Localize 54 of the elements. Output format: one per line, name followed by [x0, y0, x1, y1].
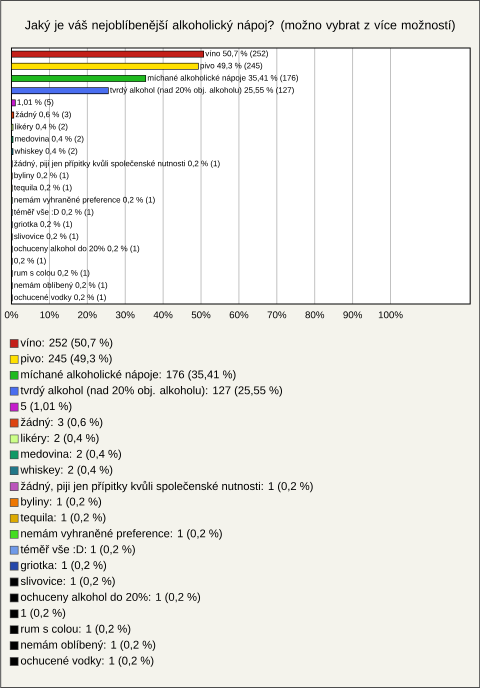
data-label: byliny 0,2 % (1): [14, 172, 68, 180]
x-tick-label: 40%: [154, 311, 172, 318]
data-label: 0,2 % (1): [14, 258, 46, 266]
x-tick-label: 30%: [116, 311, 135, 318]
text: byliny: 1 (0,2 %): [21, 497, 101, 508]
text: ochucené vodky: 1 (0,2 %): [20, 656, 154, 667]
data-label: likéry 0,4 % (2): [15, 123, 68, 132]
text: míchané alkoholické nápoje: 176 (35,41 %): [21, 370, 236, 381]
x-tick-label: 20%: [78, 311, 97, 318]
data-label: nemám oblíbený 0,2 % (1): [14, 282, 108, 290]
text: likéry: 2 (0,4 %): [21, 434, 98, 444]
text: slivovice: 1 (0,2 %): [20, 576, 115, 588]
text: víno: 252 (50,7 %): [20, 338, 112, 349]
data-label: ochucené vodky 0,2 % (1): [14, 294, 106, 302]
text: rum s colou: 1 (0,2 %): [21, 624, 130, 635]
text: 1 (0,2 %): [21, 608, 66, 620]
x-tick-label: 90%: [343, 311, 362, 318]
chart-title: Jaký je váš nejoblíbenější alkoholický nápoj? (možno vybrat z více možností): [24, 20, 455, 32]
text: tequila: 1 (0,2 %): [20, 513, 106, 524]
data-label: pivo 49,3 % (245): [200, 62, 262, 70]
x-tick-label: 100%: [378, 311, 403, 318]
x-tick-label: 10%: [40, 311, 59, 318]
x-tick-label: 70%: [268, 311, 286, 318]
x-tick-label: 0%: [4, 311, 18, 318]
text: medovina: 2 (0,4 %): [21, 450, 121, 460]
text: žádný, piji jen přípitky kvůli společenské nutnosti: 1 (0,2 %): [20, 480, 313, 492]
data-label: nemám vyhraněné preference 0,2 % (1): [14, 196, 155, 204]
text: nemám vyhraněné preference: 1 (0,2 %): [21, 529, 222, 540]
data-label: whiskey 0,4 % (2): [14, 148, 78, 156]
x-tick-label: 60%: [230, 311, 248, 318]
x-tick-label: 50%: [192, 311, 210, 318]
data-label: víno 50,7 % (252): [205, 50, 268, 58]
data-label: téměř vše :D 0,2 % (1): [14, 208, 94, 216]
data-label: míchané alkoholické nápoje 35,41 % (176): [148, 74, 298, 82]
x-tick-label: 80%: [305, 311, 324, 318]
data-label: tvrdý alkohol (nad 20% obj. alkoholu) 25,55 % (127): [110, 86, 294, 94]
data-label: rum s colou 0,2 % (1): [14, 270, 90, 278]
text: téměř vše :D: 1 (0,2 %): [20, 544, 135, 556]
data-label: griotka 0,2 % (1): [14, 221, 72, 228]
data-label: žádný, piji jen přípitky kvůli společenské nutnosti 0,2 % (1): [14, 160, 220, 168]
data-label: 1,01 % (5): [17, 99, 54, 107]
data-label: žádný 0,6 % (3): [16, 111, 71, 119]
data-label: ochuceny alkohol do 20% 0,2 % (1): [14, 245, 140, 253]
text: tvrdý alkohol (nad 20% obj. alkoholu): 127 (25,55 %): [20, 386, 282, 396]
data-label: slivovice 0,2 % (1): [14, 233, 78, 241]
text: griotka: 1 (0,2 %): [20, 560, 106, 572]
text: ochuceny alkohol do 20%: 1 (0,2 %): [20, 592, 200, 604]
text: pivo: 245 (49,3 %): [21, 354, 112, 365]
data-label: medovina 0,4 % (2): [15, 136, 84, 144]
text: žádný: 3 (0,6 %): [20, 418, 102, 428]
text: 5 (1,01 %): [20, 402, 72, 412]
text: nemám oblíbený: 1 (0,2 %): [21, 640, 156, 651]
data-label: tequila 0,2 % (1): [14, 184, 72, 192]
text: whiskey: 2 (0,4 %): [20, 465, 112, 476]
